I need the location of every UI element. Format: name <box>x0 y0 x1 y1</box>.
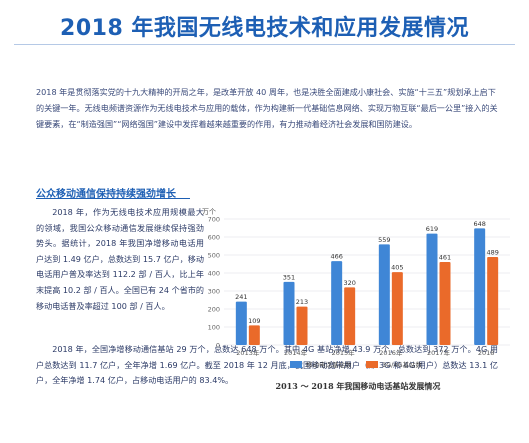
y-axis-unit-label: 万个 <box>202 208 216 216</box>
bar-3g4g-stations <box>248 325 260 345</box>
x-tick-label: 2018 <box>478 349 495 357</box>
bar-value-label: 213 <box>296 298 308 306</box>
section-underline <box>36 198 190 199</box>
legend-label: 移动电话基站数 <box>306 360 352 369</box>
x-tick-label: 2013年 <box>236 348 260 357</box>
bar-base-stations <box>426 233 438 345</box>
bar-value-label: 320 <box>343 279 355 287</box>
y-tick-label: 100 <box>208 324 220 332</box>
legend-swatch-3g4g <box>366 361 378 368</box>
y-tick-label: 400 <box>208 270 220 278</box>
legend-label: 3G/4G基站数 <box>382 360 423 369</box>
body-column: 2018 年，作为无线电技术应用规模最大的领域，我国公众移动通信发展继续保持强劲… <box>36 205 204 314</box>
bar-3g4g-stations <box>344 287 356 345</box>
bar-value-label: 109 <box>248 317 260 325</box>
bar-base-stations <box>235 301 247 345</box>
y-tick-label: 300 <box>208 288 220 296</box>
y-tick-label: 600 <box>208 234 220 242</box>
bar-base-stations <box>331 261 343 345</box>
y-tick-label: 200 <box>208 306 220 314</box>
x-tick-label: 2016年 <box>379 348 403 357</box>
x-tick-label: 2015年 <box>332 348 356 357</box>
intro-paragraph: 2018 年是贯彻落实党的十九大精神的开局之年，是改革开放 40 周年，也是决胜… <box>36 87 498 129</box>
chart-caption: 2013 ～ 2018 年我国移动电话基站发展情况 <box>275 381 441 391</box>
bar-3g4g-stations <box>487 256 499 345</box>
legend-swatch-base-stations <box>290 361 302 368</box>
bar-3g4g-stations <box>296 306 308 345</box>
bar-3g4g-stations <box>439 262 451 345</box>
chart-svg: 万个 0 100 200 300 400 500 600 700 241 109 2013年 351 21… <box>202 208 510 369</box>
bar-value-label: 648 <box>473 220 485 228</box>
bar-value-label: 405 <box>391 264 403 272</box>
bar-value-label: 559 <box>378 236 390 244</box>
base-station-chart: 万个 0 100 200 300 400 500 600 700 241 109 2013年 351 21… <box>198 205 518 395</box>
y-tick-label: 700 <box>208 216 220 224</box>
x-tick-label: 2017年 <box>427 348 451 357</box>
bar-base-stations <box>283 281 295 345</box>
body-paragraph-1: 2018 年，作为无线电技术应用规模最大的领域，我国公众移动通信发展继续保持强劲… <box>36 207 204 311</box>
y-tick-label: 0 <box>216 342 220 350</box>
bar-value-label: 619 <box>426 225 438 233</box>
bar-base-stations <box>378 244 390 345</box>
bar-value-label: 466 <box>330 253 342 261</box>
title-divider <box>14 44 515 45</box>
y-tick-label: 500 <box>208 252 220 260</box>
bar-value-label: 241 <box>235 293 247 301</box>
x-tick-label: 2014年 <box>284 348 308 357</box>
bar-value-label: 461 <box>439 254 451 262</box>
bar-3g4g-stations <box>391 272 403 345</box>
section-heading: 公众移动通信保持持续强劲增长 <box>36 189 176 200</box>
body-paragraph-2: 2018 年，全国净增移动通信基站 29 万个，总数达 648 万个。其中 4G… <box>36 344 498 386</box>
page-title: 2018 年我国无线电技术和应用发展情况 <box>60 16 469 41</box>
bar-base-stations <box>474 228 486 345</box>
bar-value-label: 351 <box>283 273 295 281</box>
bar-value-label: 489 <box>486 248 498 256</box>
